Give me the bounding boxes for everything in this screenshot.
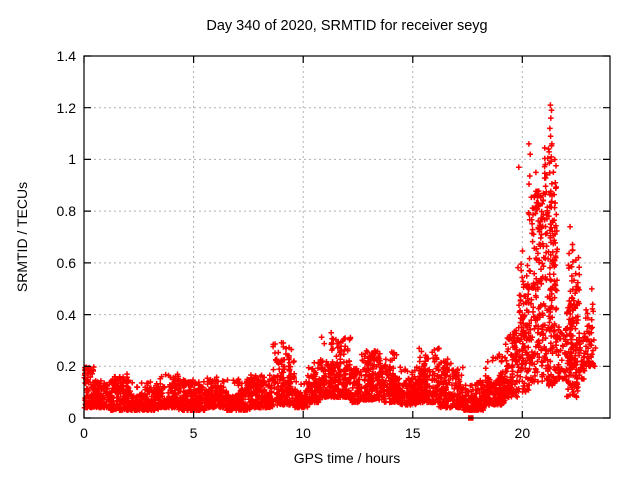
y-tick-label: 1.2: [56, 99, 76, 116]
grid-lines: [84, 56, 610, 418]
y-tick-label: 0: [68, 410, 76, 426]
y-tick-label: 0.8: [56, 203, 76, 220]
y-tick-label: 1: [68, 151, 76, 168]
y-tick-label: 0.4: [56, 306, 76, 323]
x-tick-label: 0: [80, 425, 88, 441]
plot-border: [83, 55, 611, 419]
x-tick-label: 5: [189, 425, 198, 441]
chart-title: Day 340 of 2020, SRMTID for receiver sey…: [206, 18, 488, 34]
y-tick-label: 0.6: [56, 254, 76, 271]
x-tick-label: 15: [404, 425, 421, 441]
y-tick-label: 1.4: [56, 48, 76, 64]
data-points: [81, 102, 599, 413]
x-axis-label: GPS time / hours: [293, 450, 401, 466]
x-tick-label: 10: [295, 425, 311, 441]
x-tick-label: 20: [514, 425, 531, 441]
y-tick-label: 0.2: [56, 358, 76, 375]
